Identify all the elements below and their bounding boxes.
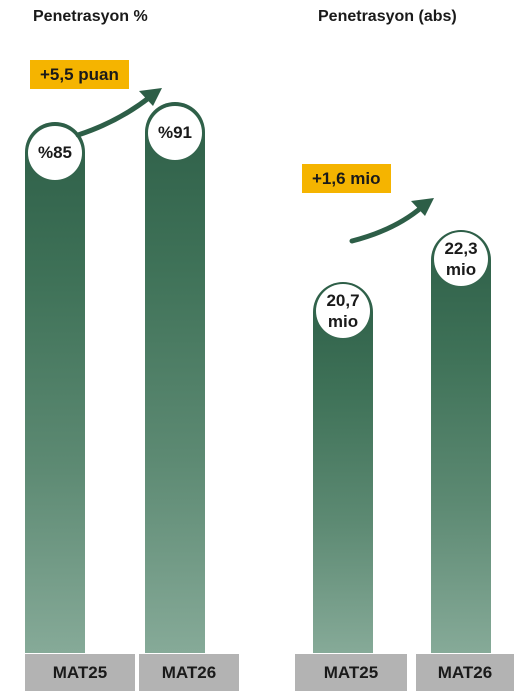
chart-title-penetration-percent: Penetrasyon % [33, 8, 148, 25]
value-label-mat26-abs: 22,3 mio [434, 232, 488, 286]
value-label-mat25-percent: %85 [28, 126, 82, 180]
category-label-mat25-abs: MAT25 [295, 654, 407, 691]
delta-badge-percent: +5,5 puan [30, 60, 129, 89]
bar-mat25-percent [25, 122, 85, 653]
value-label-mat25-abs: 20,7 mio [316, 284, 370, 338]
delta-badge-abs: +1,6 mio [302, 164, 391, 193]
category-label-mat25-percent: MAT25 [25, 654, 135, 691]
category-label-mat26-abs: MAT26 [416, 654, 514, 691]
chart-title-penetration-abs: Penetrasyon (abs) [318, 8, 457, 25]
value-label-mat26-percent: %91 [148, 106, 202, 160]
bar-mat25-abs [313, 282, 373, 653]
category-label-mat26-percent: MAT26 [139, 654, 239, 691]
bar-mat26-abs [431, 230, 491, 653]
bar-mat26-percent [145, 102, 205, 653]
